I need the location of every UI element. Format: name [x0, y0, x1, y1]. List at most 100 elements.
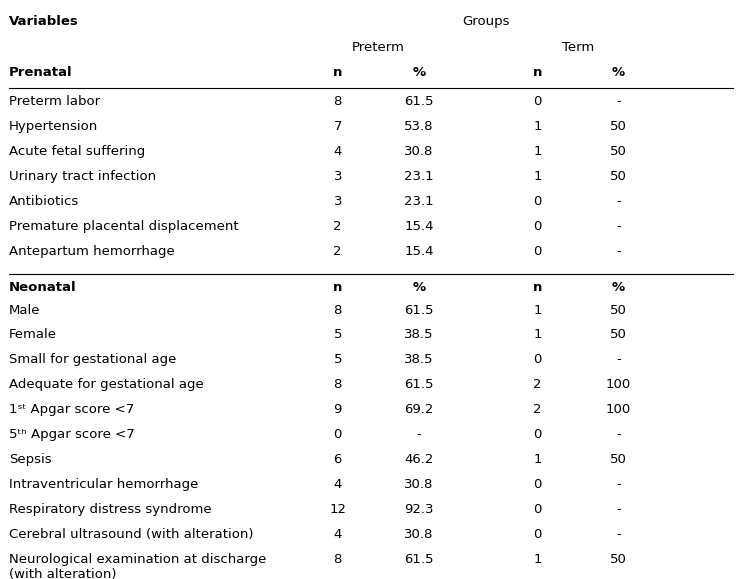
Text: (with alteration): (with alteration)	[9, 568, 116, 579]
Text: 5: 5	[333, 328, 342, 342]
Text: Hypertension: Hypertension	[9, 120, 98, 133]
Text: Small for gestational age: Small for gestational age	[9, 353, 176, 367]
Text: Respiratory distress syndrome: Respiratory distress syndrome	[9, 503, 211, 516]
Text: n: n	[333, 281, 342, 294]
Text: n: n	[533, 281, 542, 294]
Text: 92.3: 92.3	[404, 503, 434, 516]
Text: Variables: Variables	[9, 15, 79, 28]
Text: 15.4: 15.4	[404, 220, 434, 233]
Text: 50: 50	[610, 303, 627, 317]
Text: 46.2: 46.2	[404, 453, 434, 466]
Text: 61.5: 61.5	[404, 95, 434, 108]
Text: 0: 0	[533, 503, 542, 516]
Text: Antibiotics: Antibiotics	[9, 195, 79, 208]
Text: 2: 2	[533, 379, 542, 391]
Text: 4: 4	[334, 478, 342, 491]
Text: 100: 100	[606, 404, 631, 416]
Text: 30.8: 30.8	[404, 528, 434, 541]
Text: n: n	[533, 66, 542, 79]
Text: 8: 8	[334, 553, 342, 566]
Text: -: -	[417, 428, 421, 441]
Text: 4: 4	[334, 145, 342, 158]
Text: %: %	[612, 66, 626, 79]
Text: 3: 3	[333, 195, 342, 208]
Text: 0: 0	[334, 428, 342, 441]
Text: 23.1: 23.1	[404, 170, 434, 183]
Text: 69.2: 69.2	[404, 404, 434, 416]
Text: Groups: Groups	[462, 15, 509, 28]
Text: 100: 100	[606, 379, 631, 391]
Text: Neurological examination at discharge: Neurological examination at discharge	[9, 553, 266, 566]
Text: Prenatal: Prenatal	[9, 66, 73, 79]
Text: -: -	[617, 195, 621, 208]
Text: %: %	[612, 281, 626, 294]
Text: Preterm labor: Preterm labor	[9, 95, 100, 108]
Text: -: -	[617, 478, 621, 491]
Text: 50: 50	[610, 120, 627, 133]
Text: Neonatal: Neonatal	[9, 281, 76, 294]
Text: %: %	[413, 281, 426, 294]
Text: 0: 0	[533, 220, 542, 233]
Text: Female: Female	[9, 328, 57, 342]
Text: 38.5: 38.5	[404, 328, 434, 342]
Text: n: n	[333, 66, 342, 79]
Text: 8: 8	[334, 303, 342, 317]
Text: 38.5: 38.5	[404, 353, 434, 367]
Text: 0: 0	[533, 95, 542, 108]
Text: Adequate for gestational age: Adequate for gestational age	[9, 379, 203, 391]
Text: 0: 0	[533, 528, 542, 541]
Text: Acute fetal suffering: Acute fetal suffering	[9, 145, 145, 158]
Text: 6: 6	[334, 453, 342, 466]
Text: 61.5: 61.5	[404, 303, 434, 317]
Text: 50: 50	[610, 453, 627, 466]
Text: 61.5: 61.5	[404, 553, 434, 566]
Text: 3: 3	[333, 170, 342, 183]
Text: 53.8: 53.8	[404, 120, 434, 133]
Text: 1: 1	[533, 120, 542, 133]
Text: 50: 50	[610, 145, 627, 158]
Text: 1: 1	[533, 553, 542, 566]
Text: 0: 0	[533, 478, 542, 491]
Text: 1: 1	[533, 453, 542, 466]
Text: Term: Term	[562, 41, 594, 54]
Text: 0: 0	[533, 245, 542, 258]
Text: -: -	[617, 528, 621, 541]
Text: Cerebral ultrasound (with alteration): Cerebral ultrasound (with alteration)	[9, 528, 253, 541]
Text: 9: 9	[334, 404, 342, 416]
Text: 0: 0	[533, 195, 542, 208]
Text: 30.8: 30.8	[404, 478, 434, 491]
Text: 1ˢᵗ Apgar score <7: 1ˢᵗ Apgar score <7	[9, 404, 134, 416]
Text: 2: 2	[333, 245, 342, 258]
Text: -: -	[617, 428, 621, 441]
Text: 8: 8	[334, 95, 342, 108]
Text: 8: 8	[334, 379, 342, 391]
Text: Premature placental displacement: Premature placental displacement	[9, 220, 238, 233]
Text: 1: 1	[533, 170, 542, 183]
Text: 4: 4	[334, 528, 342, 541]
Text: 30.8: 30.8	[404, 145, 434, 158]
Text: 23.1: 23.1	[404, 195, 434, 208]
Text: -: -	[617, 95, 621, 108]
Text: Sepsis: Sepsis	[9, 453, 51, 466]
Text: Male: Male	[9, 303, 40, 317]
Text: -: -	[617, 353, 621, 367]
Text: %: %	[413, 66, 426, 79]
Text: 1: 1	[533, 328, 542, 342]
Text: 5: 5	[333, 353, 342, 367]
Text: 50: 50	[610, 170, 627, 183]
Text: Intraventricular hemorrhage: Intraventricular hemorrhage	[9, 478, 198, 491]
Text: 2: 2	[533, 404, 542, 416]
Text: 15.4: 15.4	[404, 245, 434, 258]
Text: Urinary tract infection: Urinary tract infection	[9, 170, 156, 183]
Text: 2: 2	[333, 220, 342, 233]
Text: 50: 50	[610, 553, 627, 566]
Text: 0: 0	[533, 353, 542, 367]
Text: 50: 50	[610, 328, 627, 342]
Text: -: -	[617, 503, 621, 516]
Text: -: -	[617, 220, 621, 233]
Text: 1: 1	[533, 303, 542, 317]
Text: Antepartum hemorrhage: Antepartum hemorrhage	[9, 245, 174, 258]
Text: 5ᵗʰ Apgar score <7: 5ᵗʰ Apgar score <7	[9, 428, 134, 441]
Text: 61.5: 61.5	[404, 379, 434, 391]
Text: Preterm: Preterm	[352, 41, 405, 54]
